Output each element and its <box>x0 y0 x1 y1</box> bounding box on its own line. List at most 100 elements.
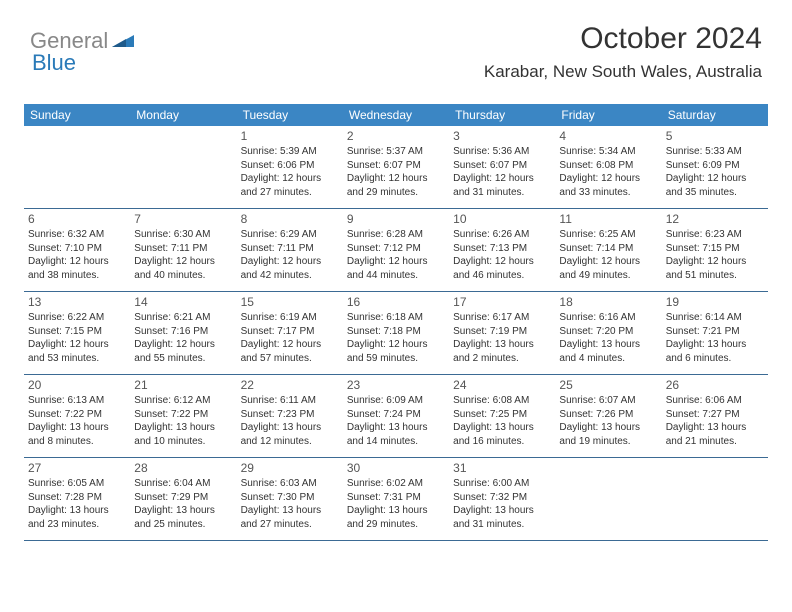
calendar-cell-empty <box>555 458 661 540</box>
calendar-cell: 6Sunrise: 6:32 AMSunset: 7:10 PMDaylight… <box>24 209 130 291</box>
daylight-line: Daylight: 12 hours and 57 minutes. <box>241 338 339 365</box>
daylight-line: Daylight: 13 hours and 19 minutes. <box>559 421 657 448</box>
calendar-cell: 2Sunrise: 5:37 AMSunset: 6:07 PMDaylight… <box>343 126 449 208</box>
daylight-line: Daylight: 13 hours and 8 minutes. <box>28 421 126 448</box>
sunrise-line: Sunrise: 6:13 AM <box>28 394 126 408</box>
daylight-line: Daylight: 13 hours and 6 minutes. <box>666 338 764 365</box>
daylight-line: Daylight: 12 hours and 44 minutes. <box>347 255 445 282</box>
sunset-line: Sunset: 7:28 PM <box>28 491 126 505</box>
day-headers-row: SundayMondayTuesdayWednesdayThursdayFrid… <box>24 104 768 126</box>
month-title: October 2024 <box>484 22 762 56</box>
calendar: SundayMondayTuesdayWednesdayThursdayFrid… <box>24 104 768 541</box>
day-number: 26 <box>666 377 764 393</box>
sunset-line: Sunset: 7:17 PM <box>241 325 339 339</box>
sunset-line: Sunset: 7:32 PM <box>453 491 551 505</box>
sunrise-line: Sunrise: 6:30 AM <box>134 228 232 242</box>
day-number: 4 <box>559 128 657 144</box>
calendar-cell: 17Sunrise: 6:17 AMSunset: 7:19 PMDayligh… <box>449 292 555 374</box>
week-row: 27Sunrise: 6:05 AMSunset: 7:28 PMDayligh… <box>24 458 768 541</box>
daylight-line: Daylight: 12 hours and 46 minutes. <box>453 255 551 282</box>
calendar-cell: 22Sunrise: 6:11 AMSunset: 7:23 PMDayligh… <box>237 375 343 457</box>
day-number: 31 <box>453 460 551 476</box>
day-header: Thursday <box>449 104 555 126</box>
calendar-cell: 18Sunrise: 6:16 AMSunset: 7:20 PMDayligh… <box>555 292 661 374</box>
calendar-cell: 28Sunrise: 6:04 AMSunset: 7:29 PMDayligh… <box>130 458 236 540</box>
day-number: 20 <box>28 377 126 393</box>
daylight-line: Daylight: 13 hours and 12 minutes. <box>241 421 339 448</box>
sunset-line: Sunset: 7:29 PM <box>134 491 232 505</box>
day-number: 14 <box>134 294 232 310</box>
location: Karabar, New South Wales, Australia <box>484 62 762 82</box>
calendar-cell: 26Sunrise: 6:06 AMSunset: 7:27 PMDayligh… <box>662 375 768 457</box>
sunrise-line: Sunrise: 6:21 AM <box>134 311 232 325</box>
daylight-line: Daylight: 13 hours and 27 minutes. <box>241 504 339 531</box>
day-number: 30 <box>347 460 445 476</box>
daylight-line: Daylight: 12 hours and 38 minutes. <box>28 255 126 282</box>
day-number: 19 <box>666 294 764 310</box>
sunrise-line: Sunrise: 6:03 AM <box>241 477 339 491</box>
day-number: 28 <box>134 460 232 476</box>
day-number: 22 <box>241 377 339 393</box>
daylight-line: Daylight: 12 hours and 59 minutes. <box>347 338 445 365</box>
daylight-line: Daylight: 13 hours and 23 minutes. <box>28 504 126 531</box>
daylight-line: Daylight: 13 hours and 10 minutes. <box>134 421 232 448</box>
sunrise-line: Sunrise: 6:07 AM <box>559 394 657 408</box>
day-number: 3 <box>453 128 551 144</box>
daylight-line: Daylight: 13 hours and 29 minutes. <box>347 504 445 531</box>
calendar-cell: 19Sunrise: 6:14 AMSunset: 7:21 PMDayligh… <box>662 292 768 374</box>
sunset-line: Sunset: 7:30 PM <box>241 491 339 505</box>
daylight-line: Daylight: 12 hours and 31 minutes. <box>453 172 551 199</box>
sunset-line: Sunset: 7:14 PM <box>559 242 657 256</box>
sunset-line: Sunset: 7:22 PM <box>134 408 232 422</box>
calendar-cell: 29Sunrise: 6:03 AMSunset: 7:30 PMDayligh… <box>237 458 343 540</box>
sunset-line: Sunset: 7:15 PM <box>666 242 764 256</box>
day-number: 27 <box>28 460 126 476</box>
sunset-line: Sunset: 7:23 PM <box>241 408 339 422</box>
daylight-line: Daylight: 12 hours and 55 minutes. <box>134 338 232 365</box>
sunrise-line: Sunrise: 6:00 AM <box>453 477 551 491</box>
sunset-line: Sunset: 7:18 PM <box>347 325 445 339</box>
sunrise-line: Sunrise: 5:36 AM <box>453 145 551 159</box>
logo-text-blue: Blue <box>32 50 76 75</box>
day-number: 7 <box>134 211 232 227</box>
sunset-line: Sunset: 7:20 PM <box>559 325 657 339</box>
sunset-line: Sunset: 6:09 PM <box>666 159 764 173</box>
calendar-cell: 20Sunrise: 6:13 AMSunset: 7:22 PMDayligh… <box>24 375 130 457</box>
calendar-cell: 30Sunrise: 6:02 AMSunset: 7:31 PMDayligh… <box>343 458 449 540</box>
daylight-line: Daylight: 12 hours and 33 minutes. <box>559 172 657 199</box>
sunset-line: Sunset: 6:07 PM <box>347 159 445 173</box>
sunrise-line: Sunrise: 6:28 AM <box>347 228 445 242</box>
calendar-cell: 14Sunrise: 6:21 AMSunset: 7:16 PMDayligh… <box>130 292 236 374</box>
sunset-line: Sunset: 6:07 PM <box>453 159 551 173</box>
sunrise-line: Sunrise: 6:22 AM <box>28 311 126 325</box>
calendar-cell: 11Sunrise: 6:25 AMSunset: 7:14 PMDayligh… <box>555 209 661 291</box>
calendar-cell-empty <box>662 458 768 540</box>
day-number: 15 <box>241 294 339 310</box>
week-row: 1Sunrise: 5:39 AMSunset: 6:06 PMDaylight… <box>24 126 768 209</box>
day-header: Friday <box>555 104 661 126</box>
daylight-line: Daylight: 13 hours and 25 minutes. <box>134 504 232 531</box>
calendar-cell: 21Sunrise: 6:12 AMSunset: 7:22 PMDayligh… <box>130 375 236 457</box>
day-number: 13 <box>28 294 126 310</box>
day-header: Monday <box>130 104 236 126</box>
sunrise-line: Sunrise: 6:11 AM <box>241 394 339 408</box>
calendar-cell: 10Sunrise: 6:26 AMSunset: 7:13 PMDayligh… <box>449 209 555 291</box>
calendar-cell: 7Sunrise: 6:30 AMSunset: 7:11 PMDaylight… <box>130 209 236 291</box>
sunset-line: Sunset: 7:16 PM <box>134 325 232 339</box>
sunrise-line: Sunrise: 6:04 AM <box>134 477 232 491</box>
day-number: 8 <box>241 211 339 227</box>
calendar-cell: 1Sunrise: 5:39 AMSunset: 6:06 PMDaylight… <box>237 126 343 208</box>
sunrise-line: Sunrise: 6:05 AM <box>28 477 126 491</box>
day-number: 17 <box>453 294 551 310</box>
daylight-line: Daylight: 12 hours and 40 minutes. <box>134 255 232 282</box>
sunrise-line: Sunrise: 6:26 AM <box>453 228 551 242</box>
calendar-cell: 31Sunrise: 6:00 AMSunset: 7:32 PMDayligh… <box>449 458 555 540</box>
logo-triangle-icon <box>112 31 134 52</box>
day-number: 25 <box>559 377 657 393</box>
day-header: Sunday <box>24 104 130 126</box>
sunset-line: Sunset: 7:10 PM <box>28 242 126 256</box>
week-row: 6Sunrise: 6:32 AMSunset: 7:10 PMDaylight… <box>24 209 768 292</box>
day-header: Wednesday <box>343 104 449 126</box>
week-row: 13Sunrise: 6:22 AMSunset: 7:15 PMDayligh… <box>24 292 768 375</box>
day-header: Tuesday <box>237 104 343 126</box>
